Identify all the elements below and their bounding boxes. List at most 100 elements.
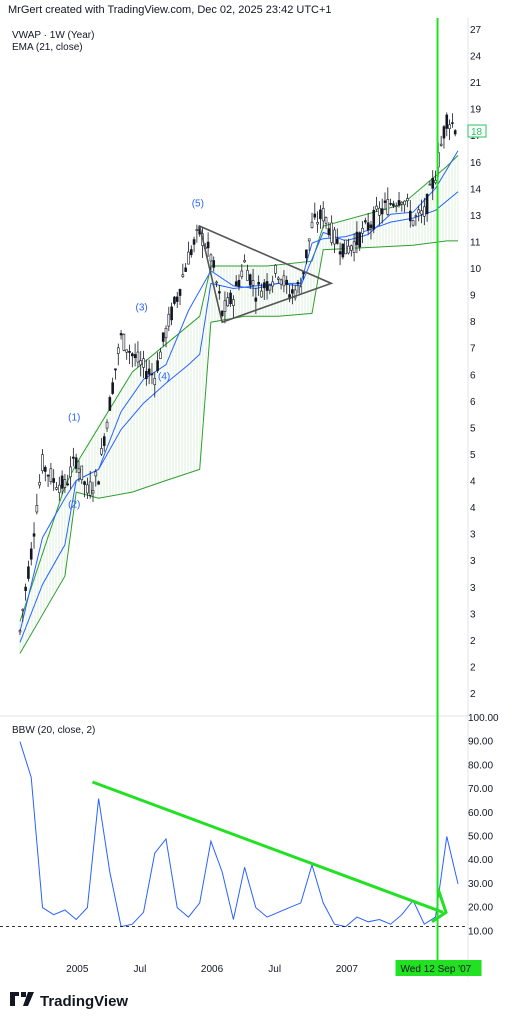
candle-body [18,630,22,633]
price-tick-label: 16 [470,158,482,169]
candle-body [260,290,263,298]
candle-body [38,482,41,486]
candle-body [299,286,303,295]
vwap-upper-band-line [19,155,459,622]
candle-body [142,358,145,368]
candle-body [358,232,362,248]
vertical-date-badge [395,960,482,976]
candle-body [369,224,373,228]
candle-body [248,274,252,286]
candle-body [139,360,143,366]
candle-body [29,548,33,560]
candle-body [251,280,255,286]
candle-body [119,333,123,336]
candle-body [291,289,294,294]
candle-body [212,260,216,268]
bbw-tick-label: 40.00 [468,855,493,866]
candle-body [133,354,137,359]
candle-body [316,222,319,225]
bbw-tick-label: 60.00 [468,808,493,819]
candle-body [181,274,185,277]
candle-body [274,264,277,274]
time-tick-label: 2005 [66,964,89,975]
candle-body [35,505,39,513]
candle-body [83,481,86,485]
candle-body [352,241,356,253]
vwap-line [19,191,459,643]
price-tick-label: 19 [470,105,482,116]
candle-body [69,466,72,478]
trend-arrow-head [431,888,448,924]
candle-body [195,229,199,231]
price-tick-label: 2 [470,636,476,647]
candle-body [175,296,179,302]
vwap-band-fill [19,155,459,654]
candle-body [237,279,241,287]
candle-body [310,221,314,228]
candle-body [218,291,221,294]
candle-body [136,351,140,363]
candle-body [442,126,446,139]
bbw-tick-label: 20.00 [468,903,493,914]
candle-body [156,360,159,372]
candle-body [66,483,70,486]
candle-body [43,466,47,472]
candle-body [378,207,381,216]
tradingview-logo[interactable]: TradingView [10,992,128,1010]
candle-body [338,251,342,255]
candle-body [389,203,392,205]
candle-body [307,238,311,242]
candle-body [366,222,370,231]
candle-body [394,205,398,208]
price-tick-label: 9 [470,291,476,302]
bbw-tick-label: 100.00 [468,713,499,724]
candle-body [375,205,378,210]
bbw-tick-label: 30.00 [468,879,493,890]
time-tick-label: 2007 [336,964,359,975]
attribution-text: MrGert created with TradingView.com, Dec… [8,4,332,16]
candle-body [428,183,432,186]
wave-label: (4) [158,371,170,382]
candle-body [206,241,210,249]
candle-body [324,217,328,224]
price-tick-label: 13 [470,211,482,222]
candle-body [268,284,272,291]
price-tick-label: 4 [470,503,476,514]
price-tick-label: 27 [470,25,482,36]
candle-body [116,347,120,354]
candle-body [122,333,126,351]
candle-body [27,566,30,579]
wave-labels: (1) (2) (3) (4) (5) [68,199,204,511]
vertical-marker: Wed 12 Sep '07 [395,18,482,976]
candle-body [189,249,193,256]
candle-body [52,478,55,483]
vwap-legend[interactable]: VWAP · 1W (Year) [12,30,95,41]
candle-body [408,210,412,222]
candle-body [209,254,213,262]
bbw-tick-label: 50.00 [468,832,493,843]
ema-legend[interactable]: EMA (21, close) [12,42,83,53]
wave-label: (3) [136,302,148,313]
bbw-legend[interactable]: BBW (20, close, 2) [12,725,96,736]
candle-body [451,122,454,124]
candle-body [347,245,350,254]
candle-body [355,231,359,246]
candle-body [114,368,117,371]
candle-body [350,245,353,251]
candle-body [41,454,44,472]
candle-body [330,222,333,243]
candle-body [293,289,297,299]
price-axis: 2724211917161413111098766554433332221810… [467,25,499,937]
candle-body [184,267,187,272]
candle-body [335,238,339,244]
candle-body [164,327,168,339]
candle-body [285,279,289,285]
last-price-label: 18 [471,127,483,138]
candle-body [254,297,258,302]
candle-body [97,481,100,485]
candle-body [246,270,249,281]
candle-body [145,371,148,380]
bbw-trend-line [91,780,444,914]
candle-body [321,208,325,222]
candle-body [55,487,58,490]
